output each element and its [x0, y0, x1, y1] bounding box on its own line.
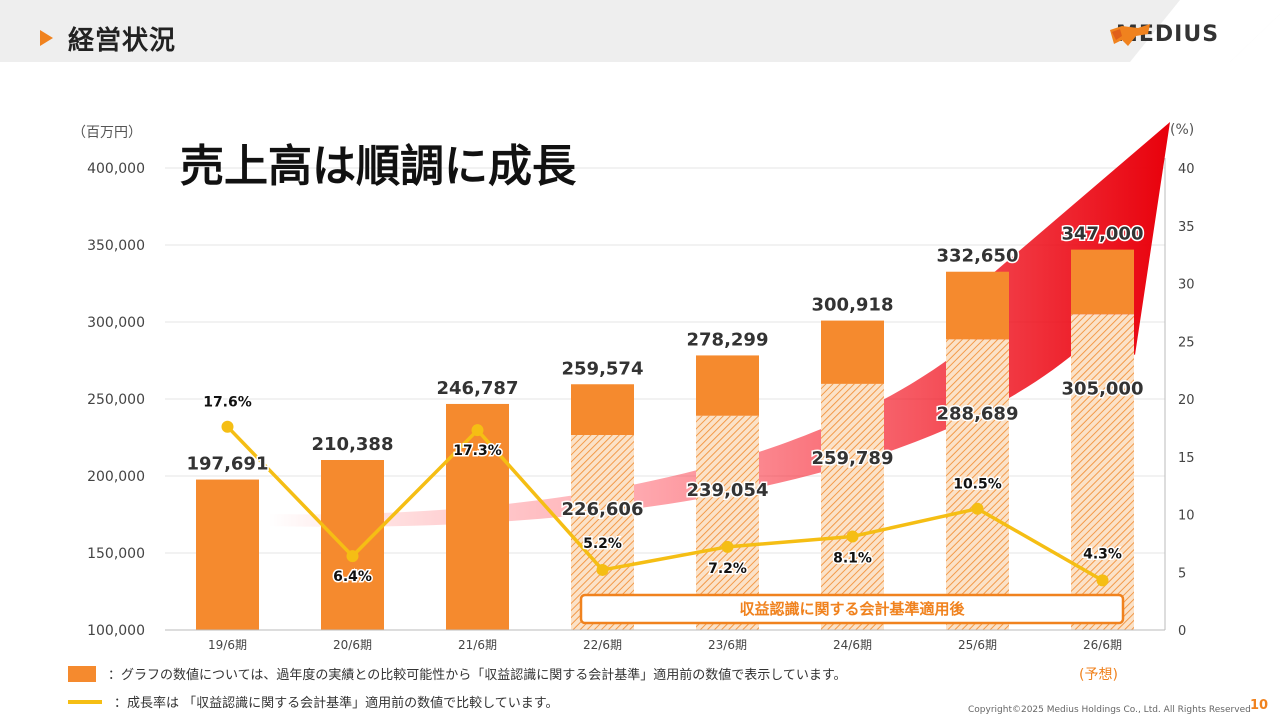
growth-rate-label: 10.5%	[953, 477, 1002, 493]
header-background	[0, 0, 1280, 62]
revenue-bar-hatched	[946, 339, 1009, 630]
y-right-tick-label: 25	[1178, 335, 1195, 350]
growth-rate-point	[846, 530, 859, 543]
bar-value-label: 259,574	[562, 358, 644, 379]
copyright: Copyright©2025 Medius Holdings Co., Ltd.…	[968, 705, 1251, 715]
revenue-bar	[196, 479, 259, 630]
y-right-tick-label: 10	[1178, 509, 1195, 524]
y-right-tick-label: 0	[1178, 624, 1186, 639]
bar-value-label: 246,787	[437, 378, 519, 399]
bar-value-label: 278,299	[687, 329, 769, 350]
inner-value-label: 259,789	[812, 448, 894, 469]
growth-rate-label: 4.3%	[1083, 546, 1122, 562]
growth-rate-line	[226, 425, 1104, 582]
inner-value-label: 226,606	[562, 499, 644, 520]
bar-value-label: 300,918	[812, 295, 894, 316]
x-tick-label: 20/6期	[333, 638, 372, 652]
annotation-text: 収益認識に関する会計基準適用後	[739, 600, 965, 618]
revenue-bar-hatched	[821, 383, 884, 630]
x-tick-label: 25/6期	[958, 638, 997, 652]
growth-arrow	[268, 122, 1170, 527]
medius-logo: MEDIUS	[1108, 22, 1219, 47]
x-tick-label: 23/6期	[708, 638, 747, 652]
page-number: 10	[1250, 698, 1269, 713]
revenue-bar	[321, 460, 384, 630]
y-right-tick-label: 35	[1178, 220, 1195, 235]
headline: 売上高は順調に成長	[180, 141, 576, 192]
revenue-bar-upper	[696, 355, 759, 416]
header-marker-icon	[40, 30, 53, 46]
y-left-tick-label: 350,000	[87, 238, 145, 254]
growth-rate-label: 8.1%	[833, 550, 872, 566]
legend-bar-text: ：グラフの数値については、過年度の実績との比較可能性から「収益認識に関する会計基…	[108, 668, 847, 683]
y-right-tick-label: 30	[1178, 278, 1195, 293]
x-tick-label: 19/6期	[208, 638, 247, 652]
legend-line-swatch	[68, 699, 102, 704]
left-axis-unit: （百万円）	[72, 125, 142, 141]
y-left-tick-label: 150,000	[87, 546, 145, 562]
legend-line: ：成長率は 「収益認識に関する会計基準」適用前の数値で比較しています。	[68, 692, 558, 711]
growth-rate-label: 5.2%	[583, 536, 622, 552]
x-tick-label: 21/6期	[458, 638, 497, 652]
growth-rate-label: 17.6%	[203, 395, 252, 411]
growth-rate-point	[346, 550, 359, 563]
growth-rate-label: 7.2%	[708, 561, 747, 577]
x-tick-label: 24/6期	[833, 638, 872, 652]
growth-rate-point	[471, 424, 484, 437]
bar-value-label: 347,000	[1062, 224, 1144, 245]
y-right-tick-label: 15	[1178, 451, 1195, 466]
header-band: 経営状況 MEDIUS	[0, 0, 1280, 62]
y-left-tick-label: 250,000	[87, 392, 145, 408]
growth-rate-point	[1096, 574, 1109, 587]
y-right-tick-label: 5	[1178, 566, 1186, 581]
y-right-tick-label: 40	[1178, 162, 1195, 177]
growth-rate-label: 17.3%	[453, 443, 502, 459]
bar-value-label: 332,650	[937, 246, 1019, 267]
growth-rate-point	[221, 420, 234, 433]
x-tick-label: 22/6期	[583, 638, 622, 652]
annotation-box: 収益認識に関する会計基準適用後	[579, 593, 1125, 625]
revenue-bar-upper	[1071, 249, 1134, 315]
y-left-tick-label: 200,000	[87, 469, 145, 485]
legend-line-text: ：成長率は 「収益認識に関する会計基準」適用前の数値で比較しています。	[114, 696, 559, 711]
page-title: 経営状況	[68, 26, 177, 56]
legend-bar: ：グラフの数値については、過年度の実績との比較可能性から「収益認識に関する会計基…	[68, 664, 847, 683]
bar-value-label: 197,691	[187, 454, 269, 475]
bar-value-label: 210,388	[312, 434, 394, 455]
revenue-bar-upper	[571, 384, 634, 436]
medius-flag-icon	[1110, 24, 1150, 46]
y-left-tick-label: 100,000	[87, 623, 145, 639]
forecast-label: (予想)	[1079, 667, 1118, 683]
y-left-tick-label: 300,000	[87, 315, 145, 331]
growth-rate-label: 6.4%	[333, 569, 372, 585]
growth-rate-point	[971, 502, 984, 515]
right-axis-unit: (%)	[1170, 122, 1195, 138]
revenue-bar-upper	[821, 320, 884, 384]
revenue-bar	[446, 403, 509, 630]
growth-rate-point	[596, 563, 609, 576]
inner-value-label: 288,689	[937, 403, 1019, 424]
revenue-bar-upper	[946, 271, 1009, 340]
y-right-tick-label: 20	[1178, 393, 1195, 408]
legend-bar-swatch	[68, 665, 96, 682]
y-left-tick-label: 400,000	[87, 161, 145, 177]
x-tick-label: 26/6期	[1083, 638, 1122, 652]
inner-value-label: 305,000	[1062, 378, 1144, 399]
inner-value-label: 239,054	[687, 480, 769, 501]
growth-rate-point	[721, 540, 734, 553]
